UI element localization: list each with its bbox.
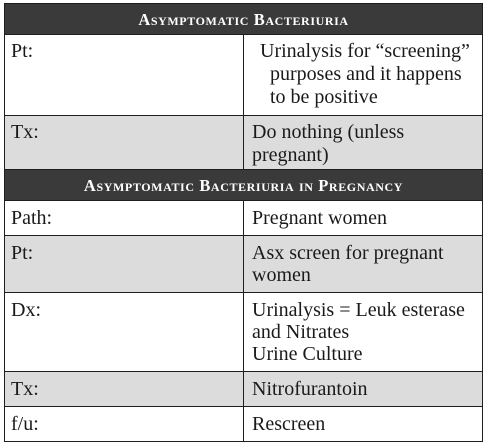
- table-title: Asymptomatic Bacteriuria: [4, 3, 483, 35]
- table-row-path: Path: Pregnant women: [4, 200, 483, 236]
- table-title: Asymptomatic Bacteriuria in Pregnancy: [4, 169, 483, 201]
- table-header-row: Asymptomatic Bacteriuria in Pregnancy: [4, 169, 483, 201]
- table-row-pt: Pt: Urinalysis for “screening” purposes …: [4, 34, 483, 116]
- row-text: Nitrofurantoin: [243, 371, 483, 407]
- table-row-tx: Tx: Do nothing (unless pregnant): [4, 115, 483, 174]
- table-row-tx: Tx: Nitrofurantoin: [4, 371, 483, 407]
- row-label: Dx:: [4, 292, 244, 372]
- table-header-row: Asymptomatic Bacteriuria: [4, 3, 483, 35]
- row-text-content: Urinalysis for “screening” purposes and …: [260, 40, 470, 108]
- asymptomatic-bacteriuria-pregnancy-table: Asymptomatic Bacteriuria in Pregnancy Pa…: [4, 169, 483, 442]
- asymptomatic-bacteriuria-table: Asymptomatic Bacteriuria Pt: Urinalysis …: [4, 3, 483, 174]
- row-text: Asx screen for pregnant women: [243, 235, 483, 293]
- row-label: Tx:: [4, 115, 244, 174]
- row-text-line: Urine Culture: [252, 343, 363, 365]
- row-text: Urinalysis = Leuk esterase and Nitrates …: [243, 292, 483, 372]
- row-text: Pregnant women: [243, 200, 483, 236]
- row-label: Tx:: [4, 371, 244, 407]
- row-label: Path:: [4, 200, 244, 236]
- row-label: Pt:: [4, 34, 244, 116]
- row-text-line: Urinalysis = Leuk esterase and Nitrates: [252, 299, 465, 343]
- table-row-dx: Dx: Urinalysis = Leuk esterase and Nitra…: [4, 292, 483, 372]
- row-text: Urinalysis for “screening” purposes and …: [243, 34, 483, 116]
- row-label: Pt:: [4, 235, 244, 293]
- row-text: Do nothing (unless pregnant): [243, 115, 483, 174]
- table-row-pt: Pt: Asx screen for pregnant women: [4, 235, 483, 293]
